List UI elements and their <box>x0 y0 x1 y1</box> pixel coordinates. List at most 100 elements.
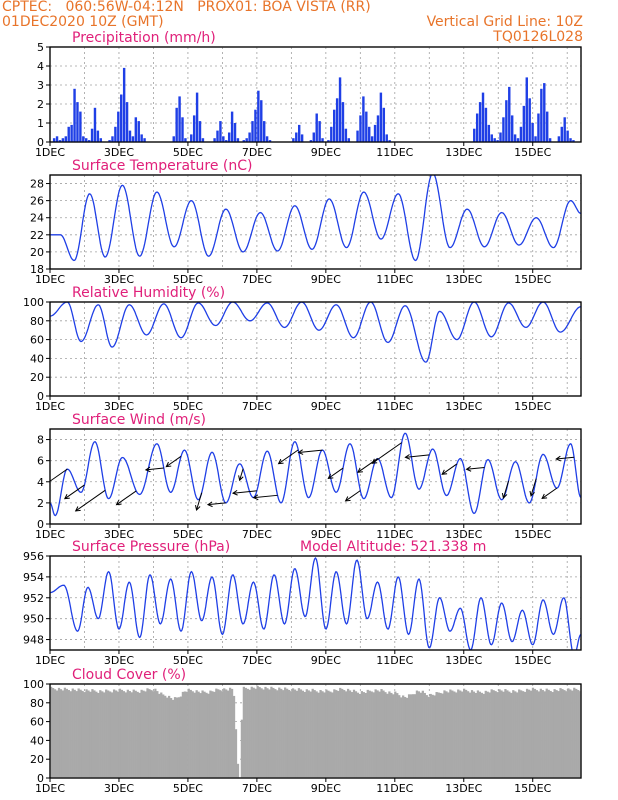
y-tick-label: 5 <box>37 41 44 54</box>
cloud-bar <box>374 689 377 778</box>
cloud-bar <box>425 695 428 778</box>
cloud-bar <box>309 691 312 778</box>
cloud-bar <box>132 689 135 778</box>
panel-annotation: Model Altitude: 521.338 m <box>300 539 486 555</box>
cloud-bar <box>360 691 363 778</box>
precip-bar <box>379 92 383 142</box>
wind-vector <box>345 490 361 502</box>
precip-bar <box>356 130 359 142</box>
precip-bar <box>344 128 348 142</box>
cloud-bar <box>541 690 544 778</box>
plot-border <box>49 683 582 779</box>
y-tick-label: 100 <box>23 296 44 309</box>
wind-vector <box>64 484 85 500</box>
cloud-bar <box>221 691 224 778</box>
wind-vector <box>405 454 430 458</box>
y-tick-label: 1 <box>37 117 44 130</box>
cloud-bar <box>480 692 483 778</box>
cloud-bar <box>433 695 436 778</box>
cloud-bar <box>427 696 430 778</box>
cloud-bar <box>55 690 59 778</box>
x-tick-label: 15DEC <box>514 782 551 795</box>
plot-area <box>50 685 581 778</box>
precip-bar <box>370 136 374 142</box>
cloud-bar <box>61 690 65 778</box>
y-tick-label: 6 <box>37 455 44 468</box>
x-tick-label: 9DEC <box>311 528 341 541</box>
precip-bar <box>338 77 342 142</box>
cloud-bar <box>199 693 202 778</box>
precip-bar <box>265 136 269 142</box>
cloud-bar <box>128 691 131 778</box>
panel-title: Surface Temperature (nC) <box>72 158 253 174</box>
cloud-bar <box>75 691 78 778</box>
x-tick-label: 13DEC <box>445 273 482 286</box>
series-line <box>50 175 581 262</box>
wind-vector-head <box>371 458 378 464</box>
cloud-bar <box>476 690 480 778</box>
precip-bar <box>85 138 88 142</box>
x-tick-label: 11DEC <box>376 146 413 159</box>
precip-bar <box>251 121 254 142</box>
header-date-line: 01DEC2020 10Z (GMT) <box>2 14 164 30</box>
cloud-bar <box>423 692 426 778</box>
precip-bar <box>508 86 511 142</box>
y-tick-label: 80 <box>30 697 44 710</box>
cloud-bar <box>173 697 177 778</box>
cloud-bar <box>421 690 424 778</box>
wind-vector-head <box>327 473 334 479</box>
cloud-bar <box>372 692 375 778</box>
cloud-bar <box>512 690 515 778</box>
cloud-bar <box>291 688 295 778</box>
x-tick-label: 5DEC <box>173 400 203 413</box>
cloud-bar <box>301 690 304 778</box>
cloud-bar <box>409 694 413 778</box>
cloud-bar <box>272 687 275 778</box>
cloud-bar <box>325 689 328 778</box>
wind-vector <box>298 449 323 453</box>
y-tick-label: 100 <box>23 678 44 691</box>
wind-vector <box>466 466 485 470</box>
precip-bar <box>245 138 248 142</box>
wind-vector <box>196 492 203 511</box>
precip-bar <box>73 88 76 142</box>
plot-area <box>50 557 581 650</box>
cloud-bar <box>384 692 387 778</box>
cloud-bar <box>185 691 188 778</box>
x-tick-label: 13DEC <box>445 528 482 541</box>
precip-bar <box>540 88 543 142</box>
cloud-bar <box>390 692 393 778</box>
cloud-bar <box>478 691 481 778</box>
cloud-bar <box>445 691 448 778</box>
precip-bar <box>312 132 315 142</box>
precip-bar <box>61 138 65 142</box>
cloud-bar <box>138 692 141 778</box>
cloud-bar <box>561 689 564 778</box>
cloud-bar <box>356 692 360 778</box>
cloud-bar <box>331 692 334 778</box>
x-tick-label: 11DEC <box>376 400 413 413</box>
cloud-bar <box>461 691 464 778</box>
cloud-bar <box>333 689 336 778</box>
precip-bar <box>572 140 575 142</box>
precip-bar <box>236 138 240 142</box>
wind-vector <box>556 456 575 460</box>
precip-bar <box>178 96 181 142</box>
x-tick-label: 15DEC <box>514 654 551 667</box>
cloud-bar <box>303 691 306 778</box>
cloud-bar <box>154 688 157 778</box>
precip-bar <box>499 132 502 142</box>
x-tick-label: 15DEC <box>514 273 551 286</box>
cloud-bar <box>339 687 342 778</box>
cloud-bar <box>398 695 401 778</box>
cloud-bar <box>73 689 76 778</box>
cloud-bar <box>85 689 88 778</box>
cloud-bar <box>402 695 405 778</box>
wind-vector-head <box>501 492 508 499</box>
cloud-bar <box>112 689 116 778</box>
series-line <box>50 302 581 363</box>
x-tick-label: 3DEC <box>104 782 134 795</box>
panel-title: Surface Pressure (hPa) <box>72 539 230 555</box>
cloud-bar <box>181 691 185 778</box>
precip-bar <box>543 83 546 142</box>
